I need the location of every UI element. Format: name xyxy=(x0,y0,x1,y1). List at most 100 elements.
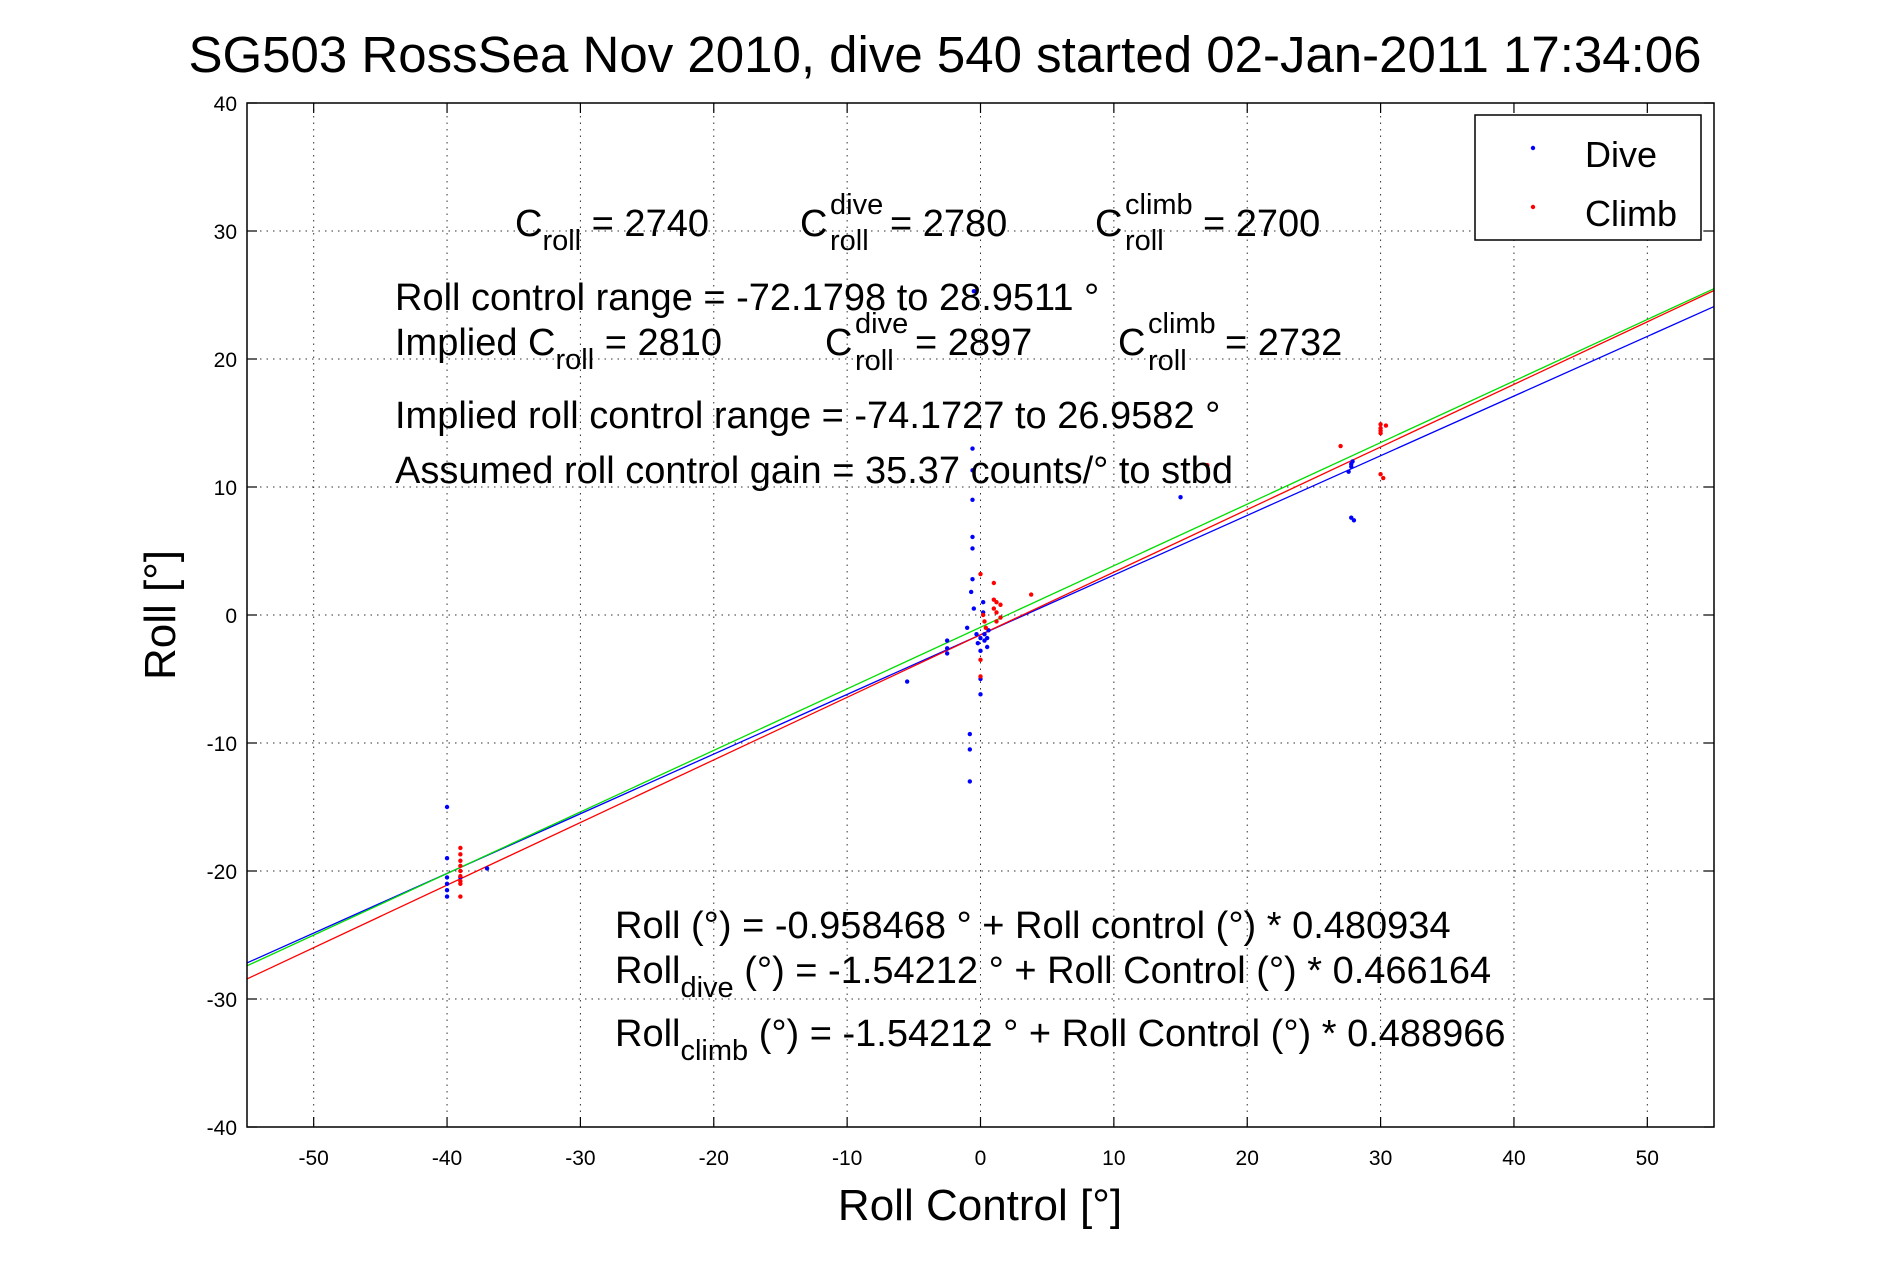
climb-point xyxy=(994,610,999,615)
roll-control-range-text: Roll control range = -72.1798 to 28.9511… xyxy=(395,277,1099,319)
x-tick-label: 40 xyxy=(1502,1147,1525,1170)
dive-point xyxy=(967,779,973,784)
dive-point xyxy=(444,894,450,899)
implied-climb-sub: roll xyxy=(1148,345,1187,377)
climb-point xyxy=(1338,443,1343,449)
dive-point xyxy=(1350,459,1355,464)
c-roll-value: = 2740 xyxy=(581,203,709,245)
c-dive-sup: dive xyxy=(830,189,883,221)
dive-point xyxy=(1351,518,1357,523)
x-axis-label: Roll Control [°] xyxy=(838,1181,1122,1230)
x-tick-label: -50 xyxy=(299,1147,329,1170)
c-climb-value: = 2700 xyxy=(1203,203,1320,245)
dive-point xyxy=(944,638,950,643)
climb-point xyxy=(1205,463,1210,468)
dive-point xyxy=(980,600,986,605)
x-tick-label: 50 xyxy=(1636,1147,1659,1170)
data-points xyxy=(444,288,1389,899)
fit-dive-base: Roll xyxy=(615,950,680,992)
fit-dive-text: Rolldive (°) = -1.54212 ° + Roll Control… xyxy=(615,950,1491,1004)
climb-point xyxy=(991,606,997,611)
climb-point xyxy=(1381,475,1386,481)
climb-point xyxy=(1378,431,1383,436)
legend-dive-marker xyxy=(1530,145,1536,151)
climb-point xyxy=(458,852,463,857)
y-tick-label: -20 xyxy=(207,861,237,884)
climb-point xyxy=(978,657,983,662)
y-tick-label: 30 xyxy=(214,221,237,244)
dive-point xyxy=(970,446,975,451)
fit-lines xyxy=(246,288,1715,980)
dive-point xyxy=(904,679,910,684)
fit-dive-rest: (°) = -1.54212 ° + Roll Control (°) * 0.… xyxy=(734,950,1491,992)
dive-point xyxy=(970,497,975,502)
dive-point xyxy=(1178,495,1183,500)
fit-line xyxy=(246,289,1715,980)
dive-point xyxy=(1346,469,1351,474)
dive-point xyxy=(964,625,970,630)
implied-roll-value: = 2810 xyxy=(594,322,722,364)
x-tick-label: 20 xyxy=(1236,1147,1259,1170)
fit-dive-sub: dive xyxy=(680,972,733,1004)
climb-point xyxy=(978,571,983,577)
climb-point xyxy=(458,881,463,886)
c-climb-sub: roll xyxy=(1125,225,1164,257)
x-tick-label: -40 xyxy=(432,1147,462,1170)
x-tick-label: -10 xyxy=(832,1147,862,1170)
implied-climb-sup: climb xyxy=(1148,308,1216,340)
svg-text:Implied Croll = 2810: Implied Croll = 2810 xyxy=(395,322,722,376)
legend-box xyxy=(1474,114,1702,241)
y-axis-label: Roll [°] xyxy=(136,550,185,680)
dive-point xyxy=(978,648,983,654)
dive-point xyxy=(968,589,974,595)
climb-point xyxy=(980,612,986,618)
dive-point xyxy=(984,644,990,650)
climb-point xyxy=(458,863,463,869)
dive-point xyxy=(982,632,987,637)
dive-point xyxy=(967,731,973,737)
implied-range-text: Implied roll control range = -74.1727 to… xyxy=(395,395,1220,437)
dive-point xyxy=(970,546,975,551)
climb-point xyxy=(458,858,463,863)
climb-point xyxy=(458,845,463,851)
fit-climb-base: Roll xyxy=(615,1013,680,1055)
x-tick-label: 0 xyxy=(975,1147,987,1170)
implied-prefix: Implied C xyxy=(395,322,556,364)
y-tick-label: 20 xyxy=(214,349,237,372)
dive-point xyxy=(944,651,950,656)
c-dive-value: = 2780 xyxy=(890,203,1007,245)
gain-text: Assumed roll control gain = 35.37 counts… xyxy=(395,450,1233,492)
climb-point xyxy=(998,602,1003,607)
dive-point xyxy=(970,534,975,540)
dive-point xyxy=(967,747,973,752)
y-tick-label: 40 xyxy=(214,93,237,116)
implied-climb-base: C xyxy=(1118,322,1145,364)
y-tick-label: 0 xyxy=(225,605,237,628)
climb-point xyxy=(1378,425,1383,431)
implied-climb-value: = 2732 xyxy=(1225,322,1342,364)
y-tick-label: 10 xyxy=(214,477,237,500)
annotation-c-values: Croll = 2740 C dive roll = 2780 C climb … xyxy=(515,189,1320,257)
dive-point xyxy=(444,856,450,861)
dive-point xyxy=(444,875,450,880)
dive-point xyxy=(444,804,450,810)
climb-point xyxy=(1028,592,1034,597)
implied-dive-value: = 2897 xyxy=(915,322,1032,364)
climb-point xyxy=(1383,423,1389,428)
y-tick-label: -30 xyxy=(207,989,237,1012)
x-tick-label: 30 xyxy=(1369,1147,1392,1170)
fit-climb-text: Rollclimb (°) = -1.54212 ° + Roll Contro… xyxy=(615,1013,1506,1067)
dive-point xyxy=(978,692,983,697)
svg-text:Croll = 2740: Croll = 2740 xyxy=(515,203,709,257)
c-climb-base: C xyxy=(1095,203,1122,245)
dive-point xyxy=(970,468,975,473)
implied-dive-sub: roll xyxy=(855,345,894,377)
climb-point xyxy=(458,873,463,879)
climb-point xyxy=(994,600,999,605)
dive-point xyxy=(984,635,990,641)
dive-point xyxy=(944,646,950,651)
c-dive-base: C xyxy=(800,203,827,245)
climb-point xyxy=(458,868,463,874)
legend-climb-marker xyxy=(1530,204,1536,210)
